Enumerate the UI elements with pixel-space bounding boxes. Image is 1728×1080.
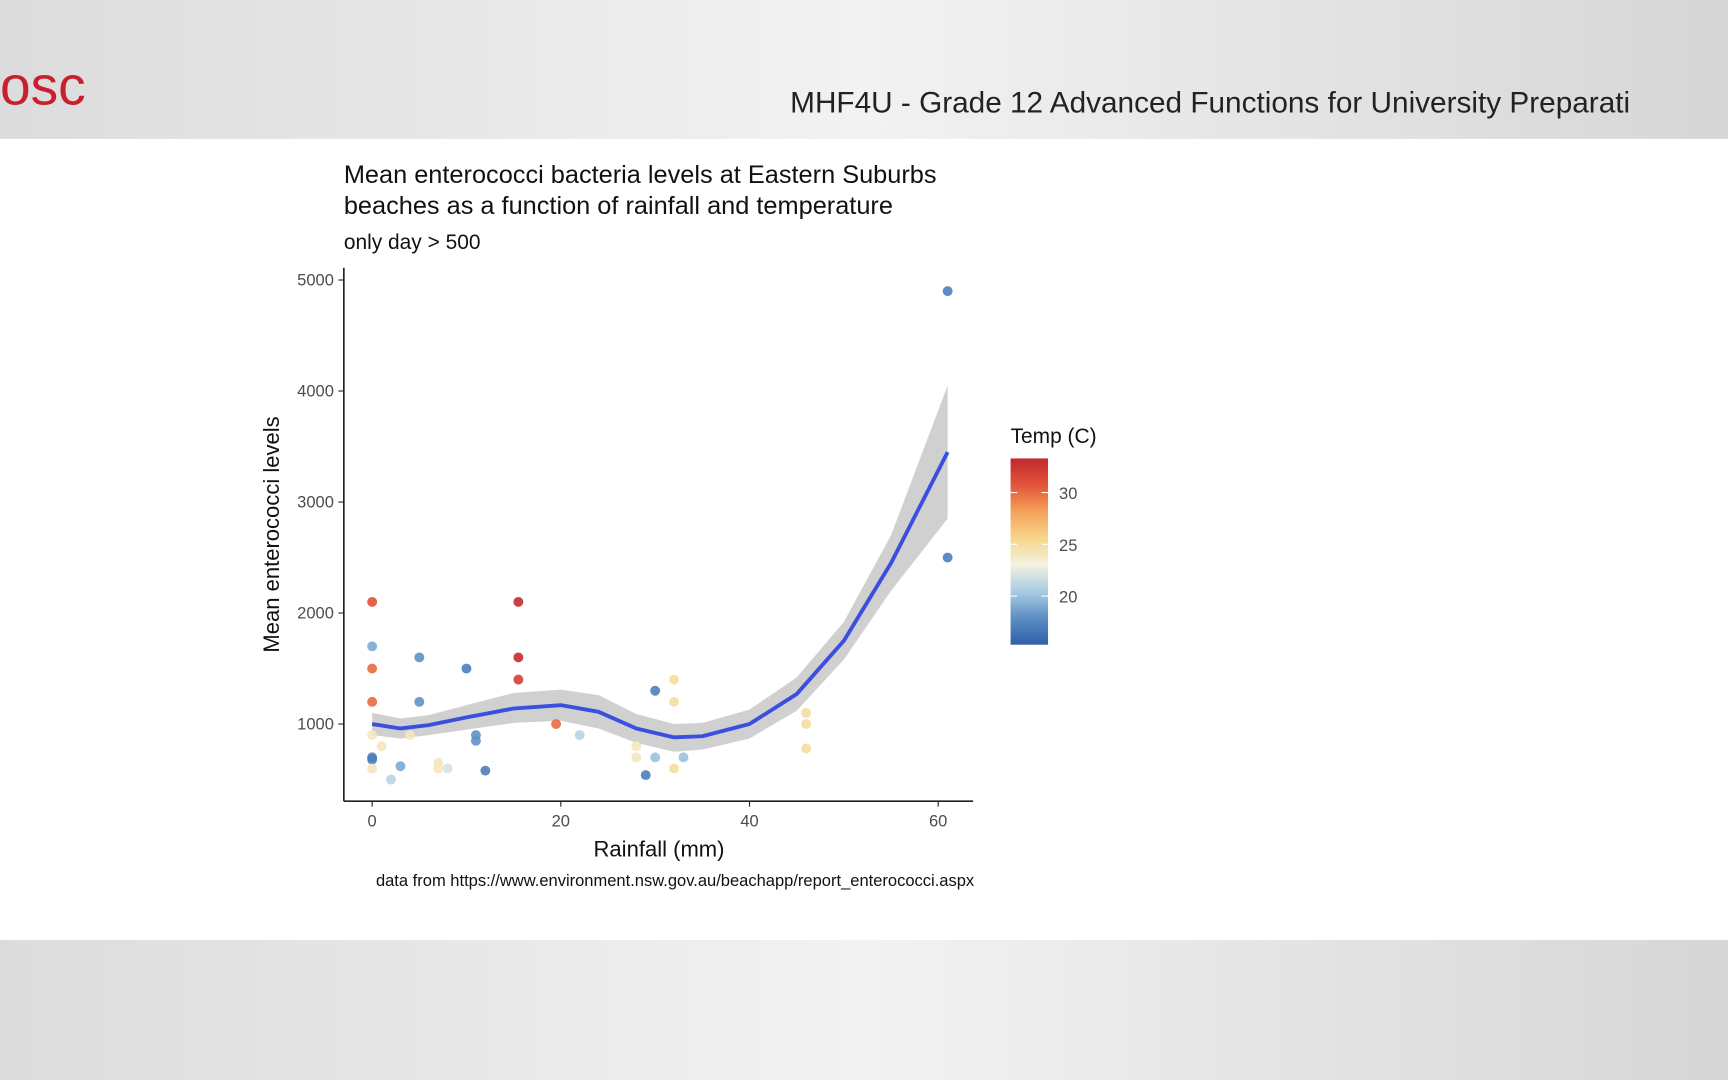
data-point [513, 652, 524, 663]
data-point [404, 730, 415, 741]
data-point [678, 752, 689, 763]
data-point [513, 596, 524, 607]
data-point [669, 763, 679, 774]
colorbar-tick-label: 25 [1059, 536, 1077, 555]
chart-subtitle: only day > 500 [344, 231, 481, 254]
slide [0, 138, 1728, 941]
colorbar-tick-label: 20 [1059, 588, 1077, 607]
data-point [414, 652, 425, 663]
chart-title: Mean enterococci bacteria levels at East… [344, 161, 937, 189]
caption: data from https://www.environment.nsw.go… [376, 871, 975, 890]
colorbar [1010, 458, 1049, 645]
data-point [470, 735, 481, 746]
confidence-band [372, 385, 948, 752]
data-point [801, 707, 812, 718]
data-point [433, 763, 444, 774]
data-point [367, 696, 378, 707]
data-point [367, 641, 378, 652]
x-tick-label: 0 [368, 812, 377, 831]
data-point [376, 741, 387, 752]
data-point [942, 552, 953, 563]
data-point [367, 596, 378, 607]
x-tick-label: 40 [740, 812, 758, 831]
data-point [367, 754, 378, 765]
data-point [367, 730, 378, 741]
course-title: MHF4U - Grade 12 Advanced Functions for … [790, 86, 1630, 119]
colorbar-tick-label: 30 [1059, 484, 1077, 503]
data-point [640, 770, 651, 781]
data-point [650, 752, 661, 763]
data-point [414, 696, 425, 707]
chart-title: beaches as a function of rainfall and te… [344, 192, 893, 220]
data-point [551, 719, 562, 729]
y-tick-label: 2000 [297, 604, 334, 623]
data-point [650, 685, 661, 696]
data-point [631, 752, 642, 763]
data-point [801, 719, 812, 729]
data-point [631, 741, 642, 752]
data-point [367, 763, 378, 774]
data-point [942, 286, 953, 297]
data-point [442, 763, 453, 774]
data-point [669, 696, 679, 707]
colorbar-title: Temp (C) [1011, 425, 1097, 448]
logo: osc [0, 55, 86, 117]
x-axis-label: Rainfall (mm) [594, 836, 725, 861]
smooth-line [371, 451, 950, 740]
y-tick-label: 5000 [297, 271, 334, 290]
data-point [367, 663, 378, 674]
y-tick-label: 4000 [297, 382, 334, 401]
x-tick-label: 60 [929, 812, 947, 831]
data-point [386, 774, 396, 785]
data-point [669, 674, 679, 685]
y-tick-label: 3000 [297, 493, 334, 512]
y-tick-label: 1000 [297, 715, 334, 734]
x-tick-label: 20 [552, 812, 570, 831]
data-point [513, 674, 524, 685]
y-axis-label: Mean enterococci levels [259, 416, 284, 652]
data-point [574, 730, 585, 741]
header-bar [0, 0, 1728, 139]
footer-bar [0, 940, 1728, 1080]
data-point [801, 743, 812, 754]
data-point [480, 765, 491, 776]
data-point [395, 761, 406, 772]
data-point [461, 663, 472, 674]
